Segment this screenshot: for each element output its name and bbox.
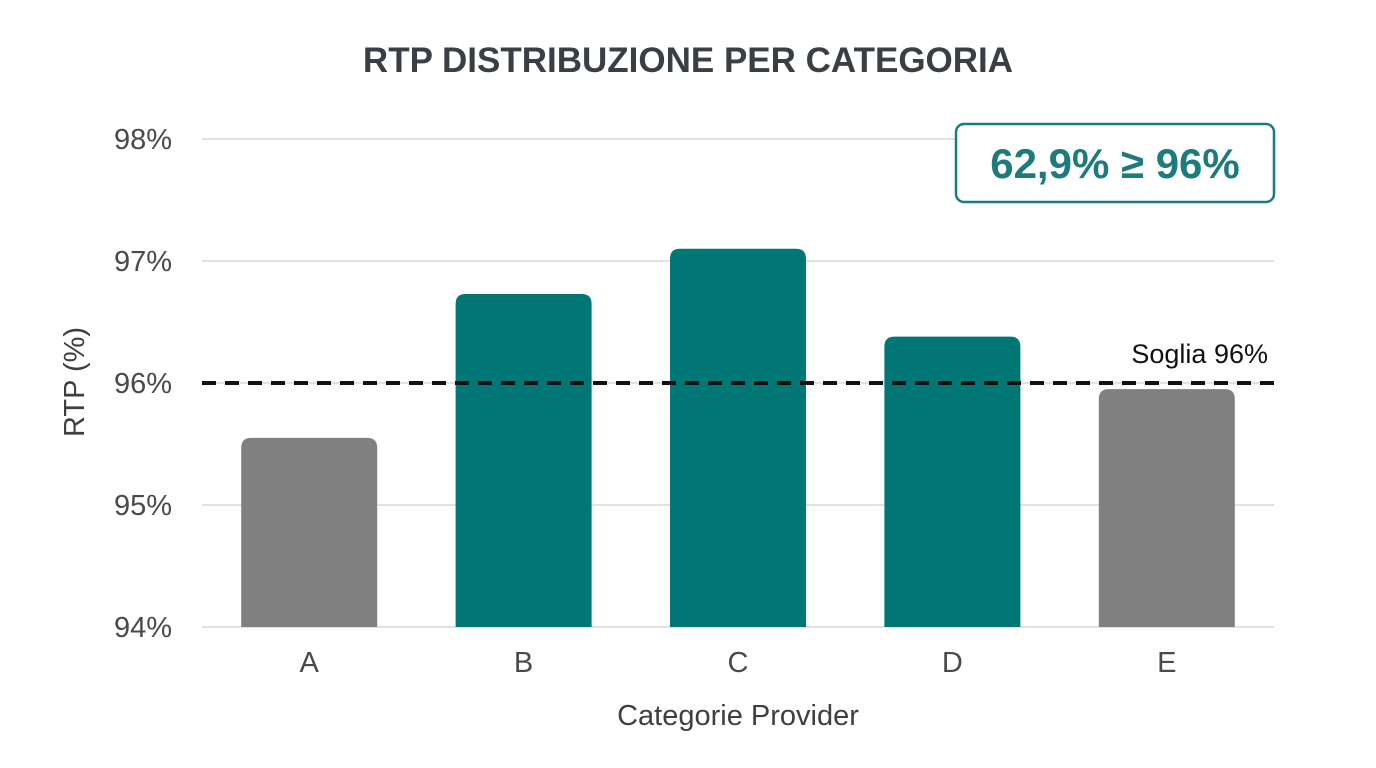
bar-c xyxy=(670,248,806,628)
y-tick-label: 95% xyxy=(114,490,172,522)
x-tick-label: C xyxy=(728,647,749,679)
y-tick-label: 97% xyxy=(114,246,172,278)
x-tick-label: E xyxy=(1157,647,1176,679)
annotation-box xyxy=(954,122,1276,204)
x-axis-label: Categorie Provider xyxy=(617,700,859,732)
annotation-text: 62,9% ≥ 96% xyxy=(990,140,1240,187)
y-tick-label: 96% xyxy=(114,368,172,400)
bar-b xyxy=(455,293,592,627)
x-tick-label: D xyxy=(942,647,963,679)
threshold-label: Soglia 96% xyxy=(1131,339,1268,369)
y-axis-label: RTP (%) xyxy=(59,327,91,437)
x-tick-label: B xyxy=(514,647,533,679)
y-tick-label: 94% xyxy=(114,612,172,644)
bar-e xyxy=(1098,389,1235,627)
x-tick-label: A xyxy=(300,647,320,679)
y-tick-label: 98% xyxy=(114,124,172,156)
annotation-callout: 62,9% ≥ 96% xyxy=(954,122,1276,204)
bars xyxy=(241,248,1235,628)
threshold: Soglia 96% xyxy=(202,339,1274,385)
y-axis-ticks: 94% 95% 96% 97% 98% xyxy=(114,124,172,644)
chart-title: RTP DISTRIBUZIONE PER CATEGORIA xyxy=(363,41,1013,80)
x-axis-ticks: A B C D E xyxy=(300,647,1177,679)
bar-d xyxy=(884,336,1021,627)
bar-a xyxy=(241,437,378,627)
